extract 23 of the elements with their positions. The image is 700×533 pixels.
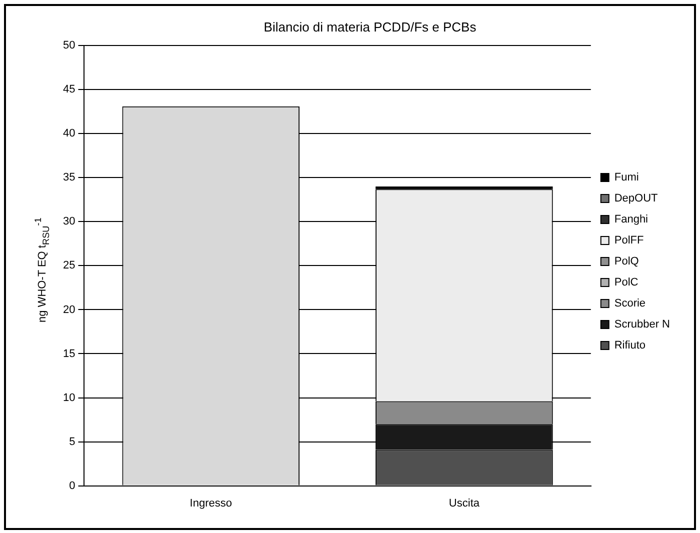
y-tick-label: 10 [62,392,76,404]
legend-label: PolQ [614,256,640,268]
y-tick-label: 50 [62,40,76,52]
y-tick-label: 20 [62,304,76,316]
y-tick-label: 5 [69,436,76,448]
chart-title: Bilancio di materia PCDD/Fs e PCBs [264,19,477,34]
legend-label: DepOUT [614,192,658,205]
legend-label: Fumi [614,172,639,184]
y-tick-label: 0 [69,480,76,492]
legend-label: Scorie [614,298,646,310]
legend-label: Rifiuto [614,340,646,352]
x-tick-label: Ingresso [190,497,232,510]
x-tick-label: Uscita [448,497,480,510]
y-tick-label: 30 [62,216,76,228]
y-tick-label: 15 [62,348,76,360]
y-tick-label: 25 [62,260,76,272]
legend-label: PolFF [614,234,644,247]
legend-label: PolC [614,276,638,289]
y-tick-label: 45 [62,84,76,96]
y-tick-label: 40 [62,128,76,140]
y-tick-label: 35 [62,172,76,184]
legend-label: Scrubber N [614,318,670,331]
legend-label: Fanghi [614,214,648,226]
